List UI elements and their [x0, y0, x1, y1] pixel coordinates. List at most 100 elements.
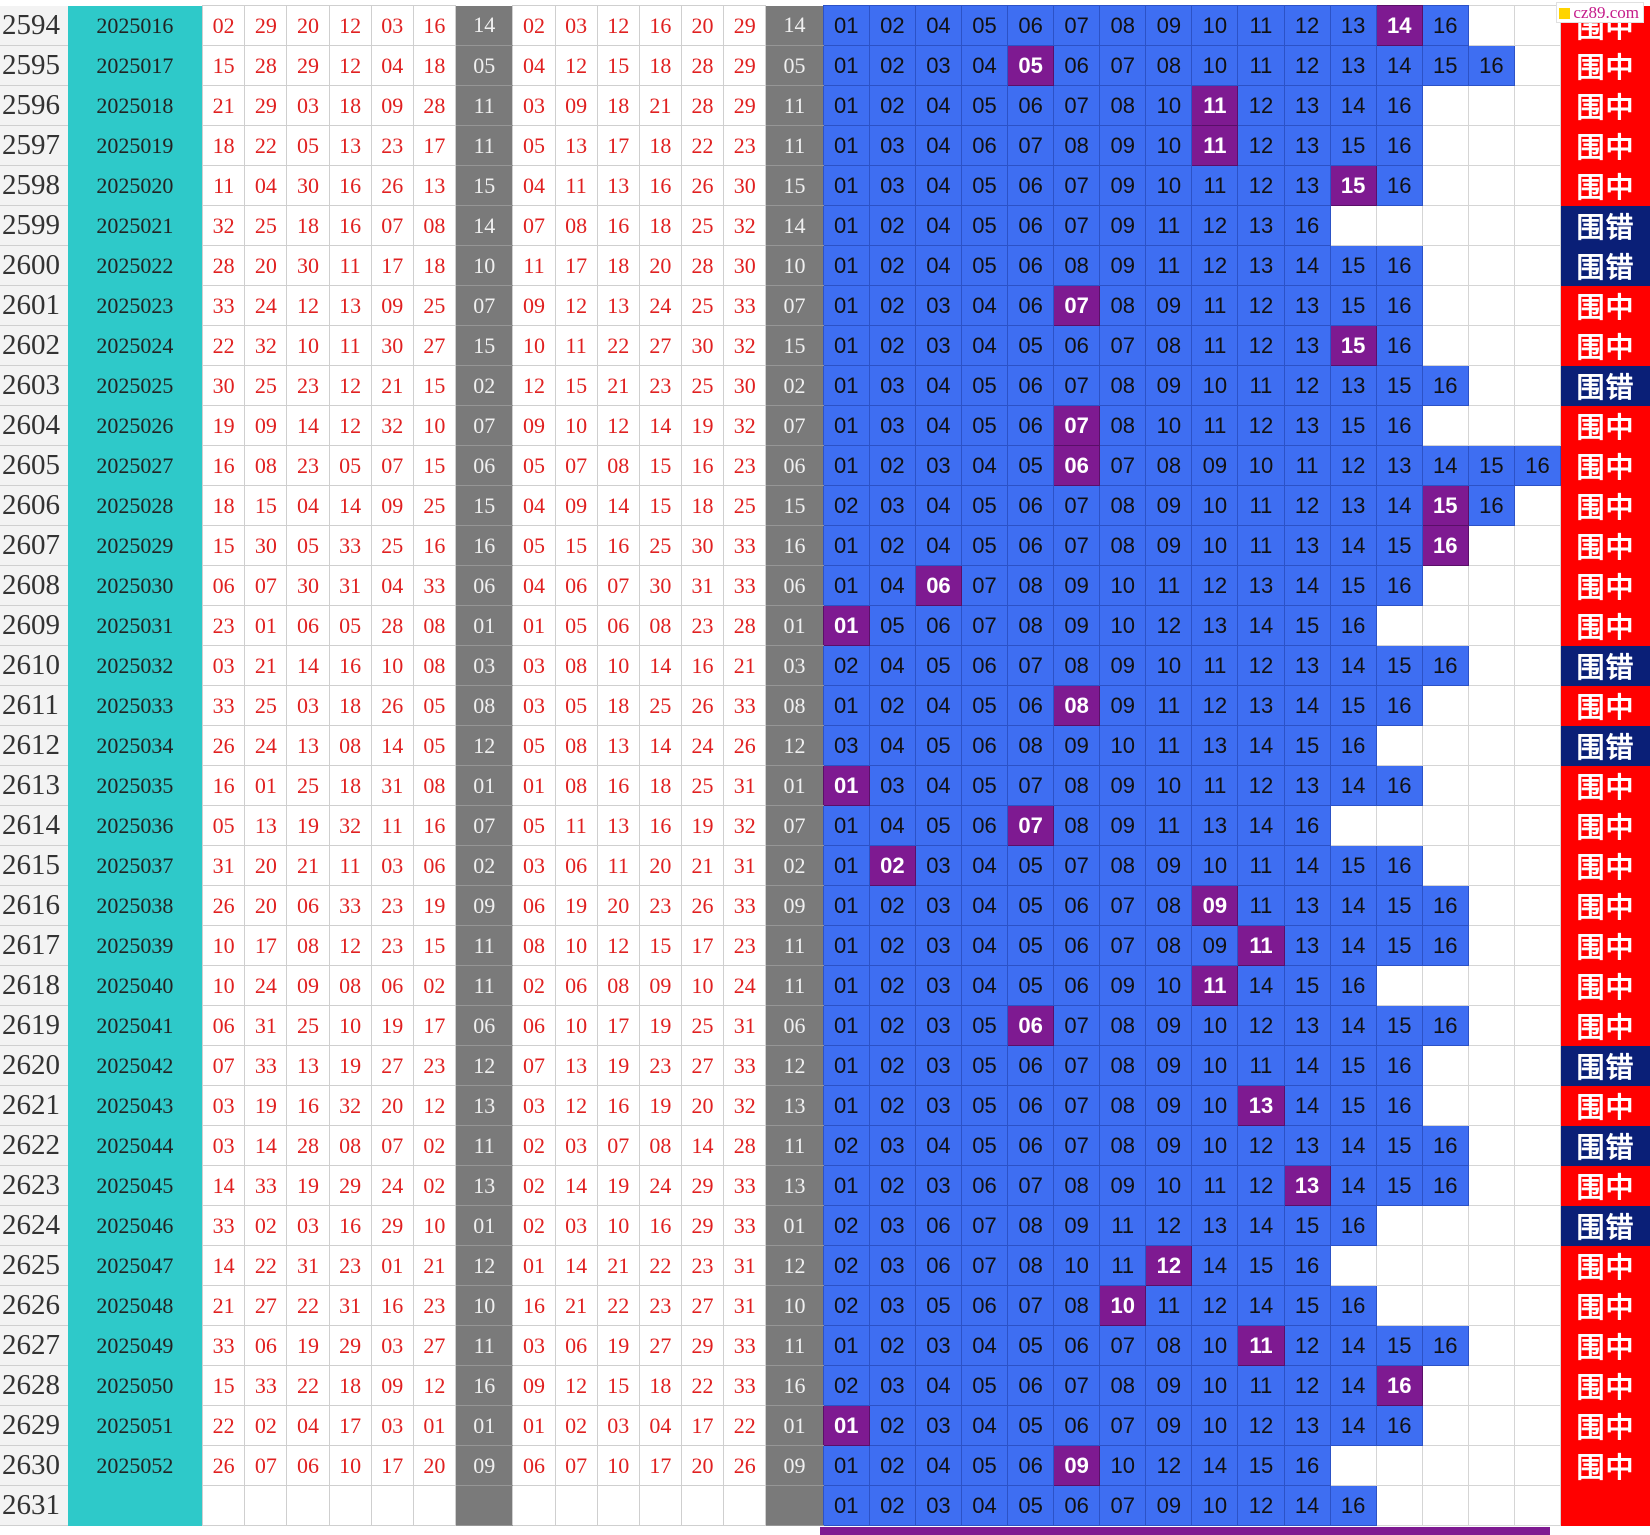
drawn-number-cell: 02	[412, 1125, 456, 1166]
drawn-number-cell: 31	[370, 765, 414, 806]
drawn-number-cell: 06	[244, 1325, 288, 1366]
special-number-cell: 15	[455, 485, 513, 526]
period-cell: 2025041	[67, 1005, 203, 1046]
drawn-number-cell: 26	[370, 165, 414, 206]
drawn-number-cell: 22	[286, 1285, 330, 1326]
drawn-number-cell: 23	[286, 445, 330, 486]
candidate-number-cell: 16	[1513, 445, 1561, 486]
sorted-number-cell: 21	[680, 845, 725, 886]
candidate-number-cell: 03	[868, 125, 916, 166]
row-number: 2600	[0, 245, 68, 286]
result-badge: 围中	[1560, 1165, 1650, 1206]
special-number-cell: 11	[455, 85, 513, 126]
empty-candidate-cell	[1375, 605, 1423, 646]
candidate-number-cell: 14	[1237, 605, 1285, 646]
sorted-number-cell: 20	[680, 1445, 725, 1486]
candidate-number-cell: 03	[914, 965, 962, 1006]
candidate-number-cell: 07	[1053, 165, 1101, 206]
candidate-number-cell: 08	[1053, 245, 1101, 286]
candidate-number-cell: 16	[1375, 285, 1423, 326]
candidate-number-cell: 10	[1053, 1245, 1101, 1286]
sorted-number-cell: 28	[680, 45, 725, 86]
empty-candidate-cell	[1513, 1325, 1561, 1366]
sorted-number-cell: 22	[596, 1285, 640, 1326]
candidate-number-cell: 06	[960, 725, 1009, 766]
sorted-number-cell: 17	[680, 1405, 725, 1446]
row-number: 2611	[0, 685, 68, 726]
drawn-number-cell: 28	[412, 85, 456, 126]
sorted-number-cell: 11	[554, 325, 598, 366]
row-number: 2618	[0, 965, 68, 1006]
drawn-number-cell: 21	[202, 1285, 246, 1326]
table-row: 2600 2025022 28 20 30 11 17 18 10 11 17 18 20 28 30 10 0…	[0, 245, 1650, 286]
candidate-number-cell: 11	[1191, 165, 1239, 206]
empty-candidate-cell	[1375, 205, 1423, 246]
sorted-number-cell: 01	[512, 765, 556, 806]
hit-number-cell: 01	[822, 765, 870, 806]
candidate-number-cell: 16	[1421, 925, 1469, 966]
drawn-number-cell: 12	[328, 45, 372, 86]
drawn-number-cell: 17	[370, 245, 414, 286]
candidate-number-cell: 05	[960, 85, 1009, 126]
special-number-repeat-cell: 01	[765, 605, 824, 646]
candidate-number-cell: 06	[914, 1245, 962, 1286]
sorted-number-cell: 25	[680, 765, 725, 806]
drawn-number-cell: 20	[244, 885, 288, 926]
sorted-number-cell: 16	[638, 805, 682, 846]
candidate-number-cell: 06	[1053, 885, 1101, 926]
candidate-number-cell: 05	[1007, 845, 1055, 886]
sorted-number-cell: 12	[554, 1365, 598, 1406]
result-badge: 围中	[1560, 165, 1650, 206]
candidate-number-cell: 01	[822, 1085, 870, 1126]
candidate-number-cell: 05	[960, 1445, 1009, 1486]
candidate-number-cell: 02	[822, 1365, 870, 1406]
candidate-number-cell: 05	[960, 685, 1009, 726]
candidate-number-cell: 14	[1283, 565, 1331, 606]
candidate-number-cell: 01	[822, 1165, 870, 1206]
sorted-number-cell: 07	[512, 205, 556, 246]
empty-candidate-cell	[1513, 725, 1561, 766]
candidate-number-cell: 08	[1099, 405, 1147, 446]
candidate-number-cell: 14	[1191, 1445, 1239, 1486]
drawn-number-cell: 25	[412, 285, 456, 326]
candidate-number-cell: 05	[1007, 1405, 1055, 1446]
candidate-number-cell: 13	[1237, 565, 1285, 606]
drawn-number-cell: 12	[412, 1085, 456, 1126]
drawn-number-cell	[412, 1485, 456, 1526]
row-number: 2599	[0, 205, 68, 246]
candidate-number-cell: 12	[1283, 45, 1331, 86]
candidate-number-cell: 15	[1329, 845, 1377, 886]
candidate-number-cell: 04	[960, 45, 1009, 86]
result-badge: 围错	[1560, 1045, 1650, 1086]
candidate-number-cell: 06	[1007, 525, 1055, 566]
candidate-number-cell: 10	[1191, 1325, 1239, 1366]
candidate-number-cell: 10	[1145, 165, 1193, 206]
hit-number-cell: 14	[1375, 5, 1423, 46]
drawn-number-cell: 29	[328, 1165, 372, 1206]
empty-candidate-cell	[1467, 725, 1515, 766]
candidate-number-cell: 02	[868, 1165, 916, 1206]
candidate-number-cell: 03	[868, 1245, 916, 1286]
candidate-number-cell: 10	[1237, 445, 1285, 486]
drawn-number-cell: 06	[202, 565, 246, 606]
drawn-number-cell: 17	[328, 1405, 372, 1446]
candidate-number-cell: 01	[822, 1045, 870, 1086]
candidate-number-cell: 08	[1053, 645, 1101, 686]
sorted-number-cell: 24	[638, 1165, 682, 1206]
drawn-number-cell: 18	[328, 685, 372, 726]
empty-candidate-cell	[1513, 325, 1561, 366]
candidate-number-cell: 09	[1053, 565, 1101, 606]
candidate-number-cell: 06	[1053, 1325, 1101, 1366]
sorted-number-cell: 21	[723, 645, 767, 686]
candidate-number-cell: 05	[1007, 1485, 1055, 1526]
footer-bar	[820, 1527, 1550, 1535]
candidate-number-cell: 07	[1053, 485, 1101, 526]
sorted-number-cell: 14	[680, 1125, 725, 1166]
sorted-number-cell: 23	[723, 125, 767, 166]
period-cell: 2025042	[67, 1045, 203, 1086]
empty-candidate-cell	[1329, 205, 1377, 246]
candidate-number-cell: 15	[1375, 1005, 1423, 1046]
row-number: 2613	[0, 765, 68, 806]
candidate-number-cell: 04	[960, 885, 1009, 926]
drawn-number-cell: 19	[202, 405, 246, 446]
